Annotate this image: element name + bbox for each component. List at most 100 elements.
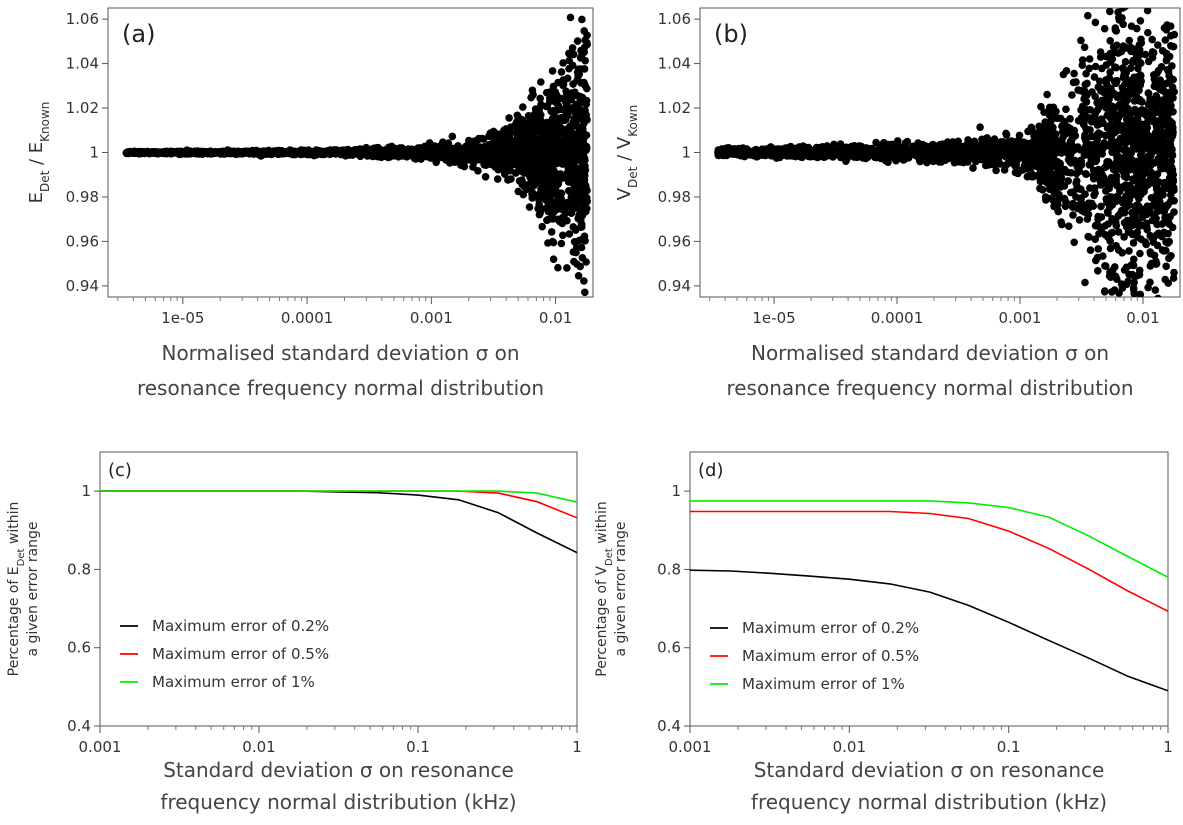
scatter-point [1111,263,1119,271]
scatter-point [1169,123,1177,132]
scatter-point [583,144,591,152]
scatter-point [1065,222,1073,230]
scatter-point [1150,71,1158,79]
scatter-point [546,93,555,102]
scatter-point [572,145,580,154]
scatter-point [1091,62,1100,71]
scatter-point [1112,63,1120,72]
scatter-point [569,50,578,59]
scatter-point [1142,222,1151,231]
scatter-point [1091,109,1100,117]
x-tick-label: 1 [1163,738,1173,756]
scatter-point [564,142,572,151]
scatter-point [1164,229,1172,238]
scatter-point [1157,81,1166,90]
scatter-point [548,169,557,177]
y-tick-label: 0.96 [658,232,691,250]
scatter-point [1170,197,1178,205]
scatter-point [518,152,526,161]
scatter-point [1123,96,1131,104]
scatter-point [549,238,558,247]
x-tick-label: 0.01 [1126,309,1159,327]
scatter-point [1054,196,1062,205]
scatter-point [528,86,537,95]
scatter-point [300,148,308,157]
scatter-point [1129,239,1138,247]
x-axis-label-line2: frequency normal distribution (kHz) [160,790,516,814]
scatter-point [1047,170,1056,178]
y-axis-label-line2: a given error range [25,521,41,656]
y-tick-label: 1 [681,144,691,162]
scatter-point [1149,238,1158,246]
scatter-point [1083,215,1092,223]
scatter-point [1091,18,1100,27]
scatter-point [983,134,991,142]
plot-area [122,13,591,297]
chart-panel-1: 1e-05 0.0001 0.001 0.010.940.960.9811.021.0… [26,7,594,400]
scatter-point [1114,49,1123,57]
x-tick-label: 0.0001 [871,309,924,327]
scatter-point [1113,41,1121,50]
scatter-point [1151,197,1159,205]
scatter-point [144,149,152,157]
scatter-point [1169,94,1177,102]
scatter-point [503,153,511,162]
scatter-point [580,65,589,73]
scatter-point [1136,249,1144,258]
scatter-point [1144,28,1152,37]
scatter-point [572,100,580,109]
scatter-point [1140,110,1149,118]
scatter-point [1130,286,1138,294]
scatter-point [1124,277,1132,286]
scatter-point [1026,126,1035,135]
scatter-point [1112,79,1120,88]
y-tick-label: 0.98 [66,188,99,206]
scatter-point [1127,22,1136,31]
scatter-point [1060,194,1069,203]
scatter-point [1096,53,1105,61]
scatter-point [581,189,589,198]
scatter-point [580,48,588,56]
scatter-point [1116,134,1125,143]
scatter-point [1143,144,1152,152]
scatter-point [579,158,588,167]
x-tick-label: 0.01 [539,309,572,327]
scatter-point [1130,255,1138,264]
scatter-point [1134,72,1143,81]
scatter-point [1170,87,1178,96]
scatter-point [1064,156,1073,164]
scatter-point [1104,97,1112,105]
x-tick-label: 0.01 [242,738,275,756]
scatter-point [278,147,287,156]
scatter-point [870,147,878,155]
scatter-point [1045,103,1054,112]
scatter-point [554,147,562,156]
scatter-point [573,260,581,268]
scatter-point [476,156,484,164]
legend-label-3: Maximum error of 1% [152,673,315,691]
scatter-point [155,148,163,157]
x-tick-label: 1 [572,738,582,756]
scatter-point [554,177,563,186]
x-axis-label-line1: Standard deviation σ on resonance [163,758,514,782]
scatter-point [1102,61,1111,69]
scatter-point [1120,209,1129,217]
scatter-point [1120,330,1128,338]
scatter-point [1113,165,1121,173]
scatter-point [1168,223,1177,232]
scatter-point [474,147,483,155]
scatter-point [171,148,180,157]
scatter-point [1043,90,1051,99]
y-tick-label: 0.8 [657,560,681,578]
scatter-point [1120,172,1129,181]
scatter-point [924,152,932,161]
scatter-point [1134,64,1142,73]
scatter-point [1133,115,1142,124]
x-tick-label: 0.001 [410,309,453,327]
scatter-point [125,149,133,158]
scatter-point [565,230,574,238]
scatter-point [1062,105,1070,114]
scatter-point [1169,108,1177,116]
scatter-point [1085,55,1094,63]
scatter-point [1070,238,1078,247]
